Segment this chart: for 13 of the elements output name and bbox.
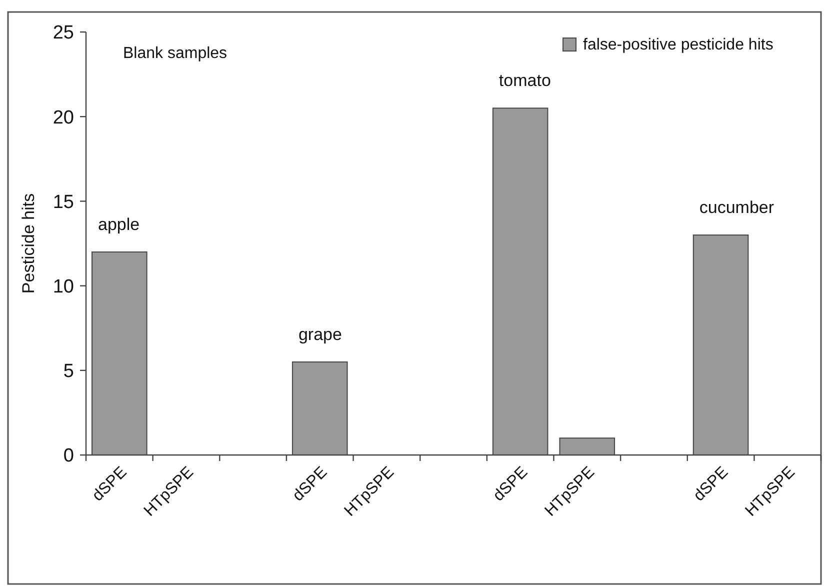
y-tick-label: 15 (52, 192, 74, 213)
annotation: grape (298, 324, 342, 344)
y-axis-title: Pesticide hits (19, 193, 38, 294)
annotation: Blank samples (123, 45, 228, 62)
annotation: cucumber (699, 198, 774, 218)
y-tick-label: 25 (52, 22, 74, 44)
annotation: apple (98, 214, 140, 234)
y-tick-label: 5 (63, 361, 74, 382)
y-tick-label: 0 (63, 446, 74, 467)
legend-label: false-positive pesticide hits (583, 36, 774, 54)
annotation: tomato (498, 71, 551, 90)
y-tick-label: 20 (52, 107, 74, 128)
y-tick-label: 10 (52, 276, 74, 298)
